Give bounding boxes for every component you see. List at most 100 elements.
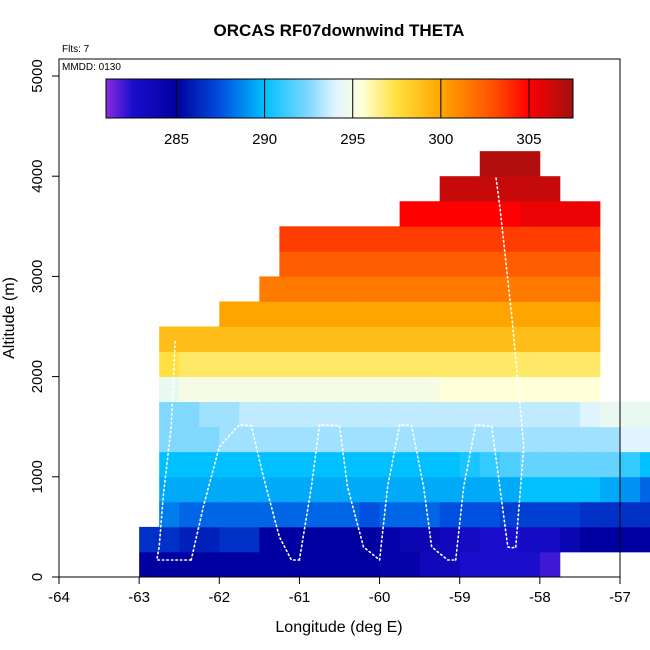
heatmap-cell	[439, 401, 461, 428]
heatmap-cell	[599, 451, 621, 478]
heatmap-cell	[379, 451, 401, 478]
y-axis-label: Altitude (m)	[1, 277, 18, 359]
heatmap-cell	[519, 326, 541, 352]
heatmap-cell	[479, 276, 501, 302]
heatmap-cell	[439, 501, 461, 528]
heatmap-cell	[319, 376, 340, 403]
heatmap-cell	[559, 376, 581, 403]
heatmap-cell	[199, 551, 220, 578]
flight-track-profile-3	[298, 423, 381, 561]
heatmap-cell	[559, 326, 581, 352]
heatmap-cell	[459, 351, 481, 377]
heatmap-cell	[299, 251, 320, 277]
heatmap-cell	[179, 476, 200, 503]
heatmap-cell	[439, 476, 461, 503]
heatmap-cell	[339, 301, 360, 327]
heatmap-cell	[419, 401, 441, 428]
heatmap-cell	[219, 351, 240, 377]
heatmap-cell	[339, 451, 360, 478]
heatmap-cell	[379, 276, 401, 302]
x-axis: -64 -63 -62 -61 -60 -59 -58 -57	[48, 577, 631, 606]
heatmap-cell	[539, 226, 561, 252]
chart-title: ORCAS RF07downwind THETA	[214, 21, 465, 40]
heatmap-cell	[579, 426, 601, 453]
heatmap-cell	[579, 351, 601, 377]
heatmap-cell	[539, 476, 561, 503]
heatmap-cell	[519, 476, 541, 503]
heatmap-cell	[419, 426, 441, 453]
heatmap-cell	[379, 526, 401, 553]
heatmap-cell	[599, 401, 621, 428]
heatmap-cell	[620, 451, 641, 478]
x-tick-label: -63	[128, 589, 150, 606]
heatmap-cell	[620, 476, 641, 503]
heatmap-cell	[339, 326, 360, 352]
heatmap-cell	[559, 226, 581, 252]
heatmap-cell	[259, 326, 280, 352]
heatmap-cell	[379, 226, 401, 252]
heatmap-cell	[219, 501, 240, 528]
heatmap-cell	[319, 476, 340, 503]
heatmap-cell	[159, 326, 180, 352]
heatmap-cell	[319, 526, 340, 553]
heatmap-cell	[359, 326, 380, 352]
heatmap-cell	[379, 551, 401, 578]
heatmap-cell	[159, 551, 180, 578]
heatmap-cell	[499, 201, 521, 227]
heatmap-cell	[620, 526, 641, 553]
heatmap-cell	[279, 376, 300, 403]
date-note: MMDD: 0130	[62, 62, 121, 73]
heatmap-cell	[179, 551, 200, 578]
y-tick-label: 4000	[29, 160, 46, 193]
heatmap-cell	[279, 501, 300, 528]
heatmap-cell	[559, 276, 581, 302]
heatmap-cell	[519, 426, 541, 453]
heatmap-cell	[299, 226, 320, 252]
heatmap-cell	[399, 551, 421, 578]
heatmap-cell	[479, 251, 501, 277]
heatmap-cell	[299, 476, 320, 503]
heatmap-cell	[459, 276, 481, 302]
heatmap-cell	[359, 301, 380, 327]
heatmap-cell	[139, 526, 160, 553]
heatmap-cell	[599, 501, 621, 528]
heatmap-cell	[239, 426, 260, 453]
heatmap-cell	[419, 301, 441, 327]
heatmap-cell	[399, 326, 421, 352]
heatmap-cell	[319, 401, 340, 428]
heatmap-cell	[559, 426, 581, 453]
heatmap-cell	[399, 401, 421, 428]
heatmap-cell	[499, 526, 521, 553]
heatmap-cell	[399, 451, 421, 478]
heatmap-cell	[559, 251, 581, 277]
heatmap-cell	[620, 401, 641, 428]
heatmap-cell	[579, 226, 601, 252]
heatmap-cell	[319, 351, 340, 377]
heatmap-cell	[139, 551, 160, 578]
heatmap-cell	[519, 451, 541, 478]
heatmap-cell	[559, 201, 581, 227]
heatmap-cell	[419, 551, 441, 578]
y-axis: 0 1000 2000 3000 4000 5000	[29, 59, 59, 581]
heatmap-cell	[159, 451, 180, 478]
colorbar-tick-label: 300	[428, 131, 453, 148]
heatmap-cell	[519, 376, 541, 403]
colorbar: 285 290 295 300 305	[105, 78, 574, 148]
heatmap-cell	[239, 476, 260, 503]
heatmap-cell	[479, 151, 501, 177]
heatmap-cell	[459, 451, 481, 478]
heatmap-cell	[640, 451, 650, 478]
heatmap-cell	[319, 501, 340, 528]
heatmap-cell	[499, 151, 521, 177]
heatmap-cell	[359, 501, 380, 528]
heatmap-cell	[339, 551, 360, 578]
heatmap-cell	[159, 376, 180, 403]
heatmap-cell	[539, 176, 561, 202]
heatmap-cell	[199, 351, 220, 377]
heatmap-cell	[419, 326, 441, 352]
heatmap-cell	[199, 526, 220, 553]
heatmap-cell	[299, 526, 320, 553]
heatmap-cell	[399, 476, 421, 503]
heatmap-cell	[399, 201, 421, 227]
heatmap-cell	[479, 501, 501, 528]
